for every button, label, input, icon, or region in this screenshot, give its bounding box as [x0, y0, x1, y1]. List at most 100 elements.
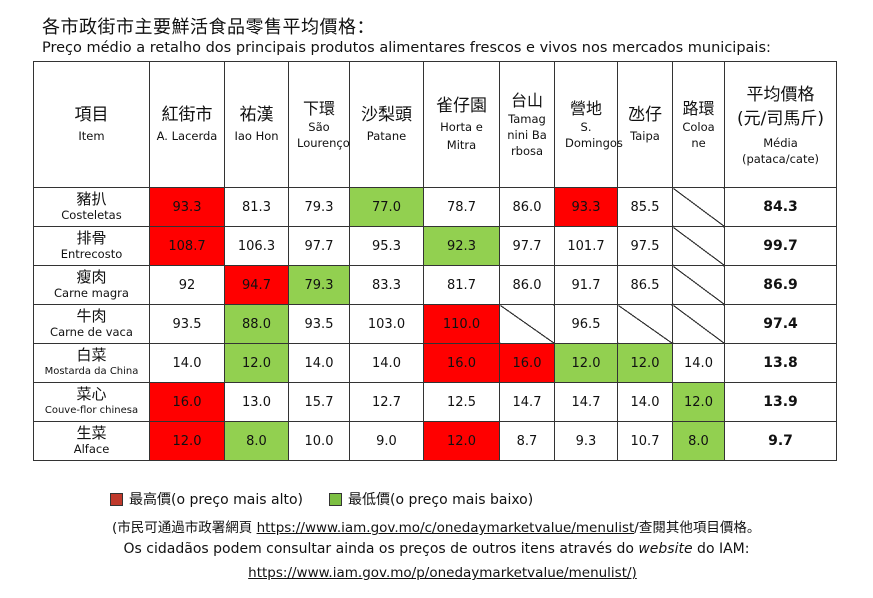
- item-cell: 瘦肉 Carne magra: [33, 265, 150, 305]
- price-cell: 97.5: [617, 226, 673, 266]
- iam-link-pt[interactable]: https://www.iam.gov.mo/p/onedaymarketval…: [248, 565, 637, 581]
- legend-low-swatch: [328, 492, 342, 506]
- header-market: 祐漢 Iao Hon: [224, 61, 289, 188]
- price-cell: 106.3: [224, 226, 289, 266]
- empty-price-cell: [672, 187, 725, 227]
- price-table: 項目 Item 紅街市 A. Lacerda 祐漢 Iao Hon 下環 São Lo…: [33, 61, 837, 461]
- item-name-pt: Carne magra: [54, 286, 129, 300]
- price-cell: 93.5: [288, 304, 350, 344]
- price-cell: 12.7: [349, 382, 424, 422]
- price-cell: 77.0: [349, 187, 424, 227]
- header-market: 氹仔 Taipa: [617, 61, 673, 188]
- price-cell: 14.0: [288, 343, 350, 383]
- average-cell: 97.4: [724, 304, 837, 344]
- price-cell: 14.0: [617, 382, 673, 422]
- price-cell: 14.7: [499, 382, 555, 422]
- price-cell: 14.0: [672, 343, 725, 383]
- table-row: 排骨 Entrecosto 108.7 106.3 97.7 95.3 92.3 97.7 10…: [33, 226, 837, 266]
- item-name-pt: Entrecosto: [60, 247, 123, 261]
- price-cell: 12.0: [224, 343, 289, 383]
- average-cell: 13.9: [724, 382, 837, 422]
- note-pt-link: https://www.iam.gov.mo/p/onedaymarketval…: [0, 565, 873, 581]
- price-cell: 86.0: [499, 265, 555, 305]
- price-cell: 93.3: [149, 187, 225, 227]
- empty-price-cell: [617, 304, 673, 344]
- price-cell: 96.5: [554, 304, 618, 344]
- item-cell: 豬扒 Costeletas: [33, 187, 150, 227]
- header-market: 紅街市 A. Lacerda: [149, 61, 225, 188]
- price-cell: 85.5: [617, 187, 673, 227]
- note-zh: (市民可通過市政署網頁 https://www.iam.gov.mo/c/one…: [112, 520, 761, 536]
- average-cell: 9.7: [724, 421, 837, 461]
- average-cell: 99.7: [724, 226, 837, 266]
- price-cell: 101.7: [554, 226, 618, 266]
- price-cell: 8.0: [672, 421, 725, 461]
- item-name-zh: 瘦肉: [76, 268, 107, 286]
- price-cell: 92: [149, 265, 225, 305]
- item-name-zh: 排骨: [76, 229, 107, 247]
- price-cell: 12.0: [423, 421, 500, 461]
- item-name-pt: Alface: [73, 442, 110, 456]
- price-cell: 81.3: [224, 187, 289, 227]
- item-cell: 牛肉 Carne de vaca: [33, 304, 150, 344]
- price-cell: 12.5: [423, 382, 500, 422]
- legend-low: 最低價(o preço mais baixo): [328, 489, 533, 509]
- price-cell: 10.0: [288, 421, 350, 461]
- price-cell: 94.7: [224, 265, 289, 305]
- item-name-zh: 豬扒: [76, 190, 107, 208]
- price-cell: 95.3: [349, 226, 424, 266]
- price-cell: 83.3: [349, 265, 424, 305]
- item-cell: 白菜 Mostarda da China: [33, 343, 150, 383]
- average-cell: 13.8: [724, 343, 837, 383]
- legend: 最高價(o preço mais alto) 最低價(o preço mais …: [110, 489, 559, 509]
- average-cell: 84.3: [724, 187, 837, 227]
- table-row: 白菜 Mostarda da China 14.0 12.0 14.0 14.0 16.0 1…: [33, 343, 837, 383]
- page-subtitle: Preço médio a retalho dos principais pro…: [42, 40, 771, 56]
- price-cell: 9.3: [554, 421, 618, 461]
- price-cell: 10.7: [617, 421, 673, 461]
- price-cell: 12.0: [554, 343, 618, 383]
- note-pt: Os cidadãos podem consultar ainda os pre…: [123, 541, 750, 557]
- item-name-zh: 牛肉: [76, 307, 107, 325]
- price-cell: 16.0: [423, 343, 500, 383]
- price-cell: 16.0: [499, 343, 555, 383]
- price-cell: 79.3: [288, 187, 350, 227]
- legend-high-swatch: [110, 492, 123, 506]
- price-cell: 13.0: [224, 382, 289, 422]
- item-cell: 排骨 Entrecosto: [33, 226, 150, 266]
- price-cell: 81.7: [423, 265, 500, 305]
- empty-price-cell: [499, 304, 555, 344]
- iam-link-zh[interactable]: https://www.iam.gov.mo/c/onedaymarketval…: [256, 520, 635, 536]
- price-cell: 110.0: [423, 304, 500, 344]
- price-cell: 78.7: [423, 187, 500, 227]
- price-cell: 86.5: [617, 265, 673, 305]
- table-row: 菜心 Couve-flor chinesa 16.0 13.0 15.7 12.7 12.5…: [33, 382, 837, 422]
- table-row: 瘦肉 Carne magra 92 94.7 79.3 83.3 81.7 86.0 91.7 8…: [33, 265, 837, 305]
- header-market: 營地 S. Domingos: [554, 61, 623, 188]
- price-cell: 86.0: [499, 187, 555, 227]
- empty-price-cell: [672, 304, 725, 344]
- price-cell: 8.0: [224, 421, 289, 461]
- average-cell: 86.9: [724, 265, 837, 305]
- item-name-pt: Costeletas: [61, 208, 122, 222]
- price-cell: 93.3: [554, 187, 618, 227]
- header-market: 沙梨頭 Patane: [349, 61, 424, 188]
- price-cell: 14.7: [554, 382, 618, 422]
- price-cell: 79.3: [288, 265, 350, 305]
- legend-high: 最高價(o preço mais alto): [110, 489, 303, 509]
- item-name-pt: Couve-flor chinesa: [44, 405, 139, 416]
- price-cell: 12.0: [149, 421, 225, 461]
- price-cell: 92.3: [423, 226, 500, 266]
- table-row: 豬扒 Costeletas 93.3 81.3 79.3 77.0 78.7 86.0 93.3…: [33, 187, 837, 227]
- price-cell: 97.7: [288, 226, 350, 266]
- header-item: 項目 Item: [33, 61, 150, 188]
- table-row: 生菜 Alface 12.0 8.0 10.0 9.0 12.0 8.7 9.3 10.7 8.0 9…: [33, 421, 837, 461]
- page-title: 各市政街市主要鮮活食品零售平均價格：: [42, 17, 375, 38]
- price-cell: 8.7: [499, 421, 555, 461]
- price-cell: 14.0: [349, 343, 424, 383]
- item-name-pt: Mostarda da China: [44, 366, 139, 377]
- item-name-zh: 生菜: [76, 424, 107, 442]
- item-cell: 菜心 Couve-flor chinesa: [33, 382, 150, 422]
- item-name-zh: 白菜: [76, 346, 107, 364]
- header-market: 雀仔園 Horta e Mitra: [423, 61, 500, 188]
